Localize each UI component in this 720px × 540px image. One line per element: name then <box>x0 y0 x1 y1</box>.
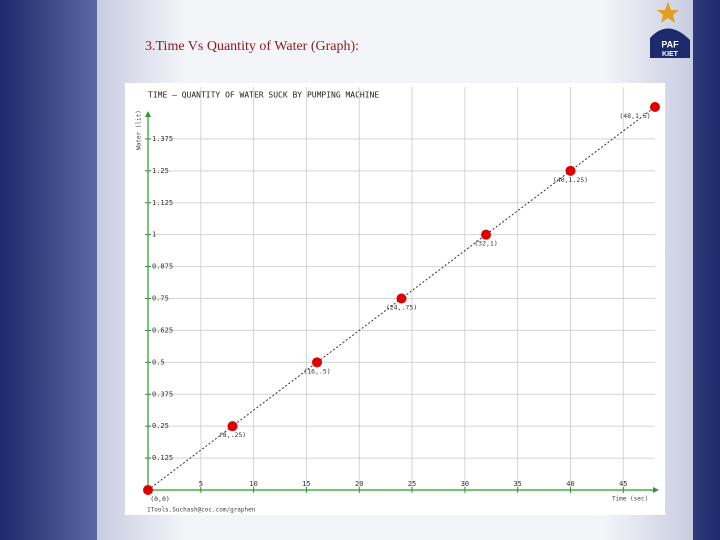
data-label: (40,1.25) <box>553 176 588 184</box>
y-tick-label: 0.625 <box>152 326 173 334</box>
x-tick-label: 40 <box>566 480 574 488</box>
data-label: (48,1.5) <box>619 112 650 120</box>
data-point <box>565 165 576 176</box>
y-tick-label: 1.375 <box>152 135 173 143</box>
logo-shield <box>650 28 690 58</box>
x-tick-label: 25 <box>408 480 416 488</box>
data-label: (32,1) <box>474 240 497 248</box>
x-axis-arrow <box>653 487 659 493</box>
data-label: (0,0) <box>150 495 170 503</box>
x-tick-label: 35 <box>513 480 521 488</box>
y-tick-label: 0.125 <box>152 454 173 462</box>
data-point <box>481 229 491 240</box>
slide-title: 3.Time Vs Quantity of Water (Graph): <box>145 39 359 54</box>
y-tick-label: 0.75 <box>152 295 169 303</box>
y-tick-label: 0.375 <box>152 390 173 398</box>
chart-title: TIME — QUANTITY OF WATER SUCK BY PUMPING… <box>148 91 379 100</box>
x-tick-label: 5 <box>199 480 203 488</box>
logo-star <box>657 2 679 23</box>
y-tick-label: 0.875 <box>152 263 173 271</box>
y-tick-label: 1.25 <box>152 167 169 175</box>
logo: PAF KIET <box>650 2 690 58</box>
data-point <box>396 293 407 304</box>
y-axis-label: Water (lit) <box>136 110 143 150</box>
y-tick-label: 1 <box>152 231 156 239</box>
x-axis-label: Time (sec) <box>612 496 648 503</box>
x-tick-label: 20 <box>355 480 363 488</box>
y-tick-label: 0.25 <box>152 422 169 430</box>
plot: 0.125 0.25 0.375 0.5 0.625 0.75 0.875 1 1.125 1.2… <box>143 87 660 503</box>
data-point <box>227 421 238 432</box>
data-label: (24,.75) <box>386 304 417 312</box>
data-label: (16,.5) <box>303 367 330 375</box>
data-point <box>143 485 153 495</box>
data-label: (8,.25) <box>219 431 246 439</box>
data-point <box>312 357 322 368</box>
logo-text: KIET <box>662 51 679 58</box>
y-axis-arrow <box>145 111 151 117</box>
y-tick-label: 0.5 <box>152 358 165 366</box>
y-tick-label: 1.125 <box>152 199 173 207</box>
x-tick-label: 30 <box>461 480 469 488</box>
x-tick-label: 45 <box>619 480 627 488</box>
logo-text: PAF <box>661 39 679 49</box>
x-tick-label: 10 <box>249 480 257 488</box>
x-tick-label: 15 <box>302 480 310 488</box>
footer: 1Tools.Suchash@coc.com/graphen <box>147 507 256 514</box>
data-point <box>650 102 660 112</box>
